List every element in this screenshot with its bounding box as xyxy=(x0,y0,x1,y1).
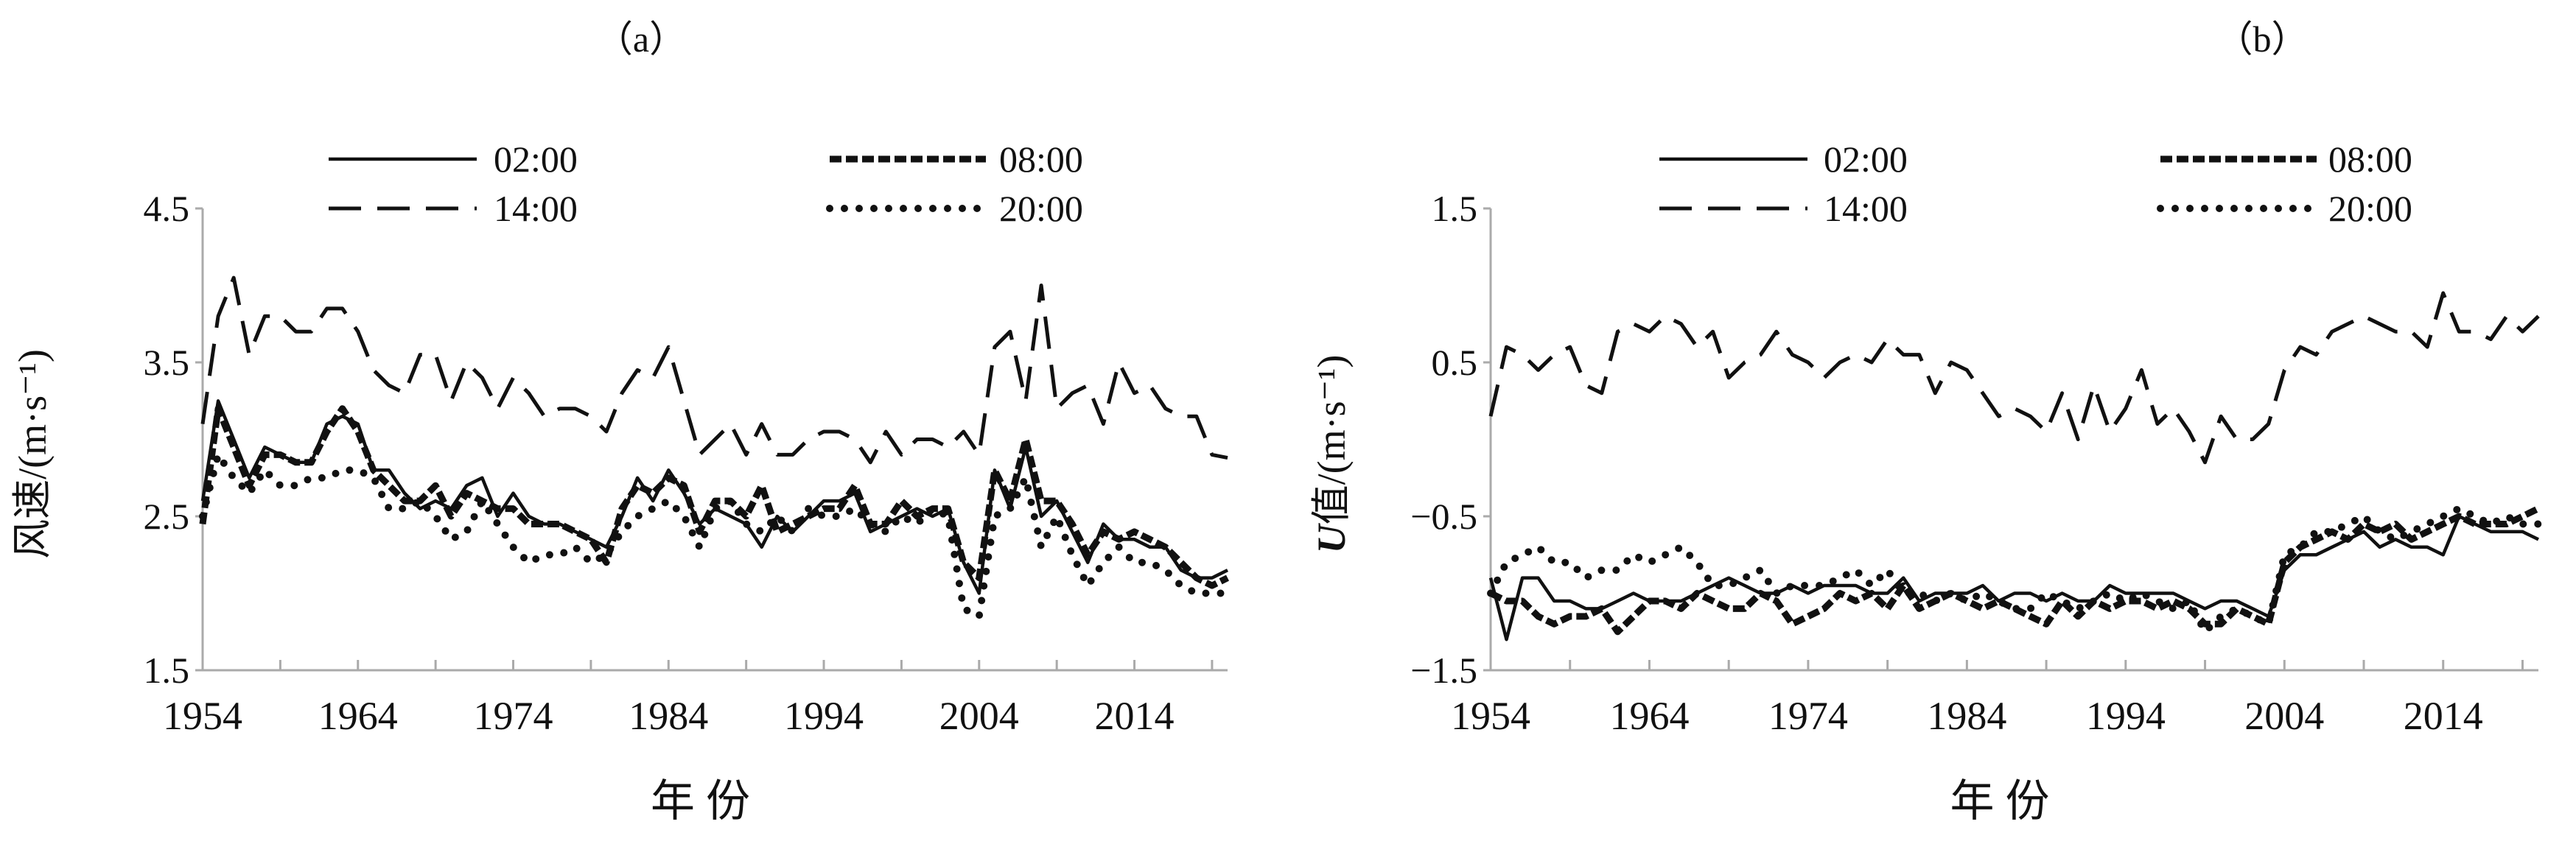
legend-label: 14:00 xyxy=(494,188,578,229)
series-line-1400 xyxy=(200,275,1228,465)
y-tick-label: −1.5 xyxy=(1410,650,1477,691)
series-line-0800 xyxy=(1489,505,2540,636)
chart-panel-a: （a） 1.5 2.5 3.5 4.5 1954 1964 1974 1984 1994 2004 2… xyxy=(10,18,1231,826)
x-tick-label: 1984 xyxy=(1927,694,2006,738)
x-tick-label: 1984 xyxy=(629,694,708,738)
x-axis-label: 年 份 xyxy=(1950,777,2050,826)
x-tick-label: 1994 xyxy=(2086,694,2166,738)
x-tick-label: 2014 xyxy=(1095,694,1175,738)
legend-label: 08:00 xyxy=(999,138,1083,180)
y-tick-label: 1.5 xyxy=(1432,188,1478,229)
legend-label: 14:00 xyxy=(1824,188,1908,229)
x-tick-label: 1974 xyxy=(474,694,553,738)
y-axis-label: U值/(m·s⁻¹) xyxy=(1309,355,1354,554)
x-tick-label: 2014 xyxy=(2404,694,2483,738)
series-line-2000 xyxy=(1487,505,2542,636)
x-tick-label: 2004 xyxy=(939,694,1019,738)
x-tick-label: 1954 xyxy=(1451,694,1530,738)
y-axis-label-text: 值/(m·s⁻¹) xyxy=(1309,355,1354,525)
x-tick-label: 1964 xyxy=(318,694,398,738)
y-axis-label-text: 风速/(m·s⁻¹) xyxy=(10,349,55,559)
x-tick-label: 2004 xyxy=(2244,694,2324,738)
y-tick-label: 3.5 xyxy=(144,342,190,383)
x-tick-label: 1964 xyxy=(1609,694,1689,738)
x-axis-label: 年 份 xyxy=(651,777,750,826)
series-line-0800 xyxy=(199,405,1230,589)
y-axis-label: 风速/(m·s⁻¹) xyxy=(10,349,55,559)
y-tick-label: −0.5 xyxy=(1410,496,1477,537)
y-tick-label: 1.5 xyxy=(144,650,190,691)
chart-title: （b） xyxy=(2216,18,2309,60)
series-line-0200 xyxy=(1488,514,2539,642)
chart-panel-b: （b） −1.5 −0.5 0.5 1.5 1954 1964 1974 1984 1994 200… xyxy=(1309,18,2542,826)
y-tick-label: 0.5 xyxy=(1432,342,1478,383)
y-tick-label: 4.5 xyxy=(144,188,190,229)
legend-label: 02:00 xyxy=(494,138,578,180)
legend-label: 08:00 xyxy=(2328,138,2412,180)
x-tick-label: 1974 xyxy=(1768,694,1848,738)
x-tick-label: 1994 xyxy=(784,694,864,738)
y-tick-label: 2.5 xyxy=(144,496,190,537)
legend-label: 20:00 xyxy=(999,188,1083,229)
series-line-2000 xyxy=(199,451,1231,620)
series-line-1400 xyxy=(1488,291,2540,465)
y-axis-label-symbol: U xyxy=(1309,522,1354,553)
legend-label: 02:00 xyxy=(1824,138,1908,180)
x-tick-label: 1954 xyxy=(163,694,242,738)
chart-title: （a） xyxy=(596,18,686,60)
legend-label: 20:00 xyxy=(2328,188,2412,229)
